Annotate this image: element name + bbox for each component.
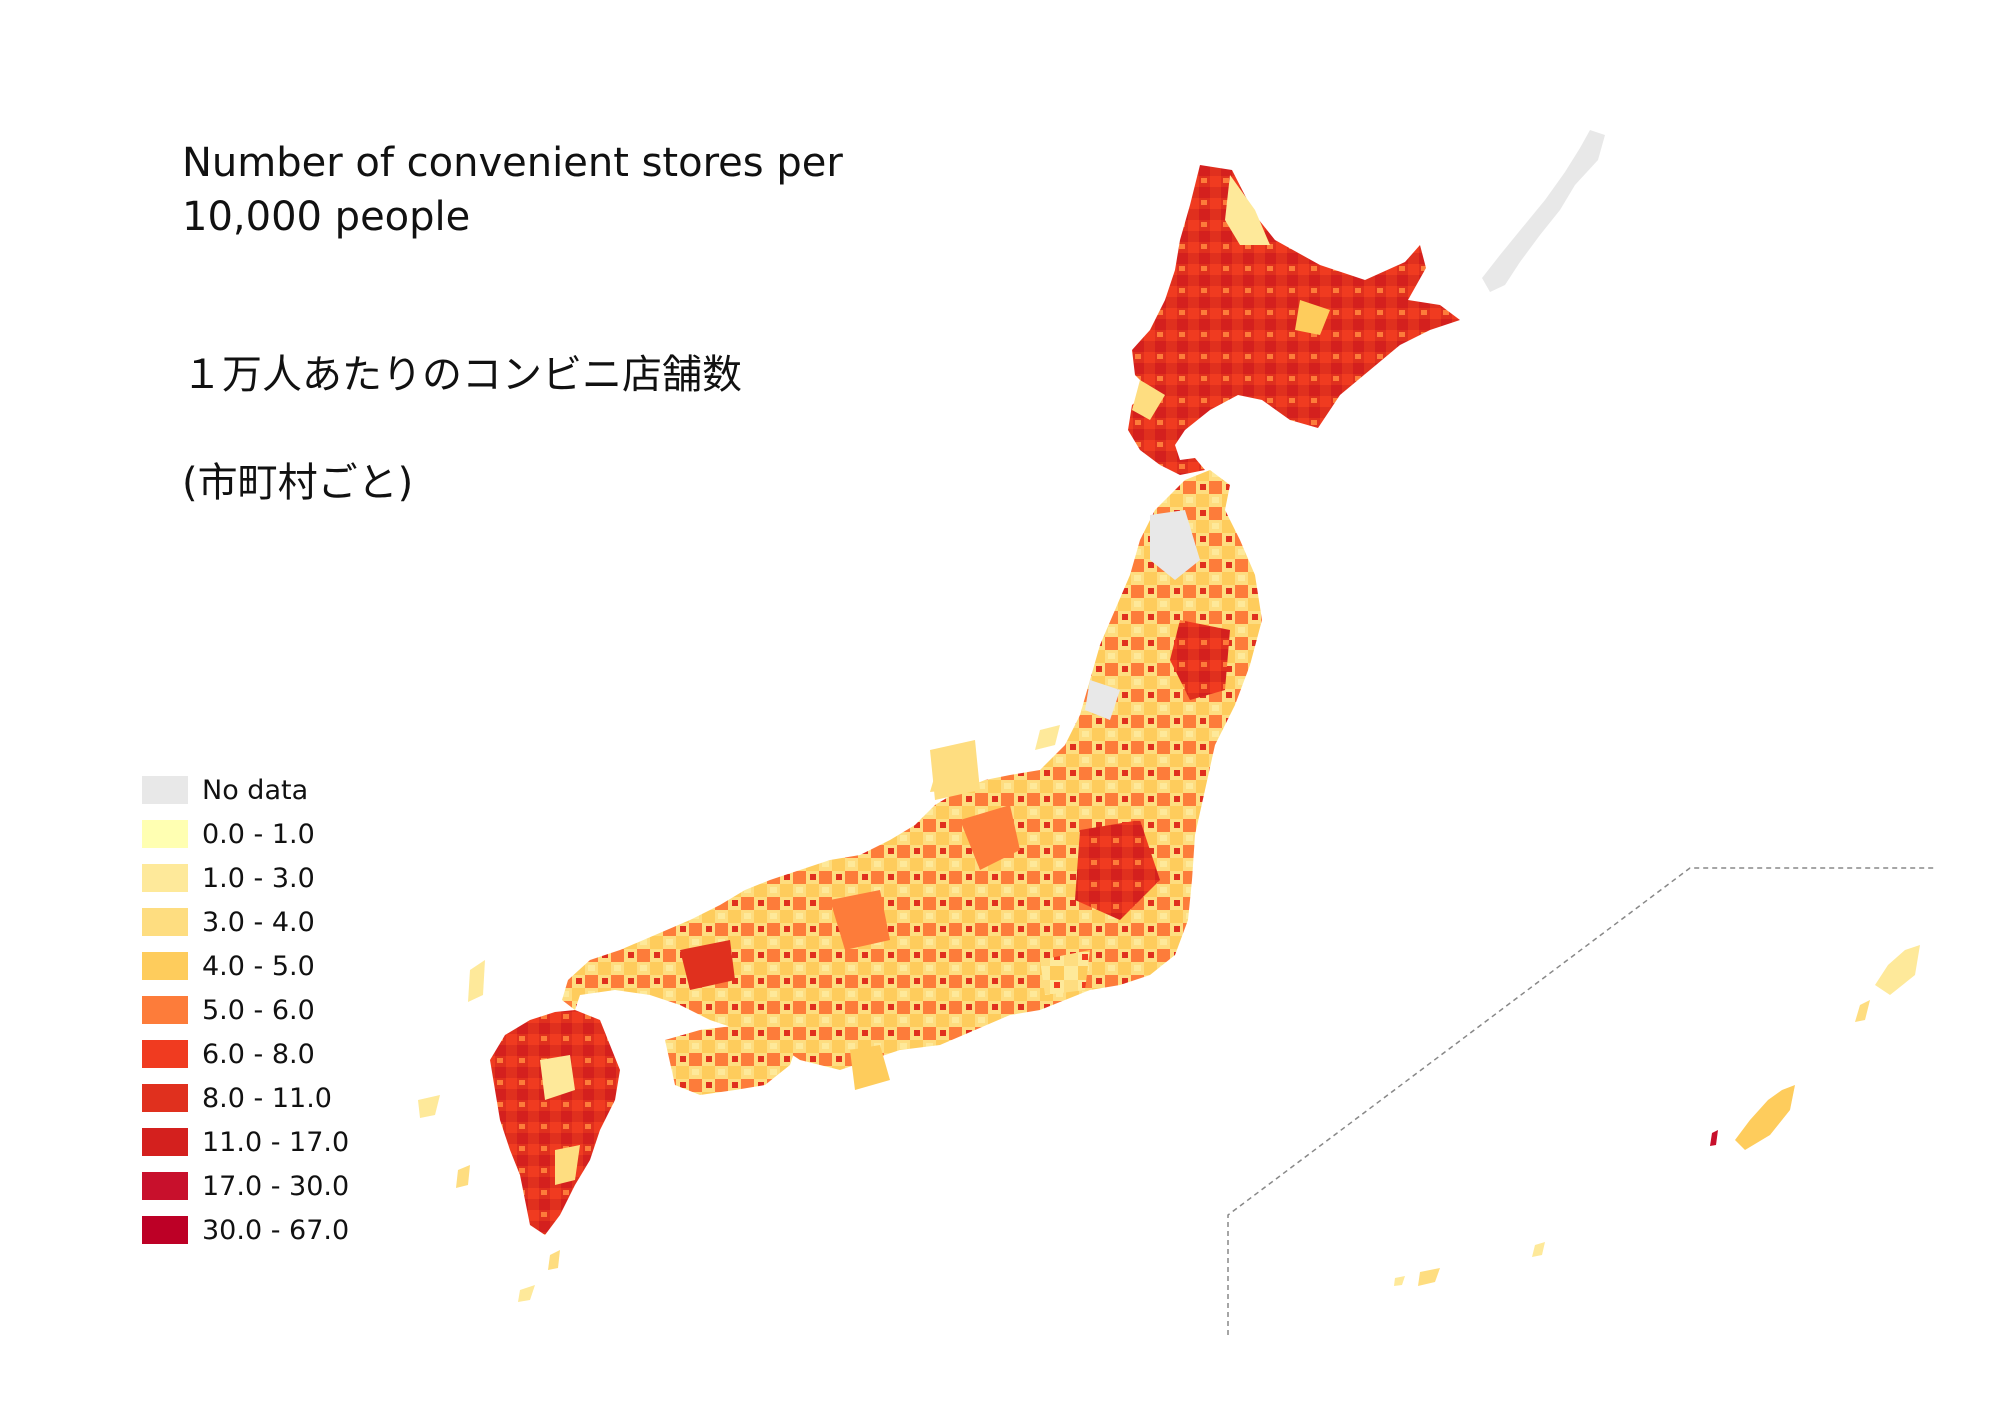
legend-item: 8.0 - 11.0 [142, 1076, 349, 1120]
legend-label: 4.0 - 5.0 [202, 950, 315, 982]
legend-label: No data [202, 774, 309, 806]
legend-swatch [142, 1128, 188, 1156]
okinawa-inset-boundary [1227, 867, 1935, 1335]
title-english: Number of convenient stores per 10,000 p… [182, 140, 843, 240]
map-title: Number of convenient stores per 10,000 p… [182, 136, 862, 564]
legend-item: 17.0 - 30.0 [142, 1164, 349, 1208]
legend-item: 4.0 - 5.0 [142, 944, 349, 988]
legend-swatch [142, 908, 188, 936]
legend-label: 11.0 - 17.0 [202, 1126, 350, 1158]
legend-swatch [142, 1172, 188, 1200]
legend-label: 3.0 - 4.0 [202, 906, 315, 938]
region-western-islands [418, 960, 560, 1302]
legend-swatch [142, 1084, 188, 1112]
legend-label: 0.0 - 1.0 [202, 818, 315, 850]
legend-swatch [142, 996, 188, 1024]
region-shikoku [665, 1020, 890, 1095]
legend-label: 6.0 - 8.0 [202, 1038, 315, 1070]
region-hokkaido [1128, 165, 1460, 475]
legend-item: 30.0 - 67.0 [142, 1208, 349, 1252]
legend: No data 0.0 - 1.0 1.0 - 3.0 3.0 - 4.0 4.0 - … [142, 768, 349, 1252]
legend-item: 5.0 - 6.0 [142, 988, 349, 1032]
region-northern-territories [1482, 130, 1605, 292]
legend-label: 8.0 - 11.0 [202, 1082, 332, 1114]
legend-label: 5.0 - 6.0 [202, 994, 315, 1026]
legend-swatch [142, 1216, 188, 1244]
legend-label: 17.0 - 30.0 [202, 1170, 350, 1202]
legend-swatch [142, 864, 188, 892]
title-japanese: １万人あたりのコンビニ店舗数 (市町村ごと) [182, 294, 862, 564]
legend-item: 3.0 - 4.0 [142, 900, 349, 944]
region-small-islands-north [930, 725, 1060, 792]
title-japanese-line1: １万人あたりのコンビニ店舗数 [182, 352, 742, 398]
legend-item: 1.0 - 3.0 [142, 856, 349, 900]
title-japanese-line2: (市町村ごと) [182, 460, 414, 506]
legend-swatch [142, 820, 188, 848]
region-kyushu [490, 1010, 620, 1235]
legend-item: No data [142, 768, 349, 812]
legend-item: 11.0 - 17.0 [142, 1120, 349, 1164]
legend-swatch [142, 952, 188, 980]
legend-label: 1.0 - 3.0 [202, 862, 315, 894]
legend-swatch [142, 1040, 188, 1068]
legend-item: 0.0 - 1.0 [142, 812, 349, 856]
region-okinawa-islands [1394, 945, 1920, 1286]
legend-label: 30.0 - 67.0 [202, 1214, 350, 1246]
legend-swatch [142, 776, 188, 804]
legend-item: 6.0 - 8.0 [142, 1032, 349, 1076]
